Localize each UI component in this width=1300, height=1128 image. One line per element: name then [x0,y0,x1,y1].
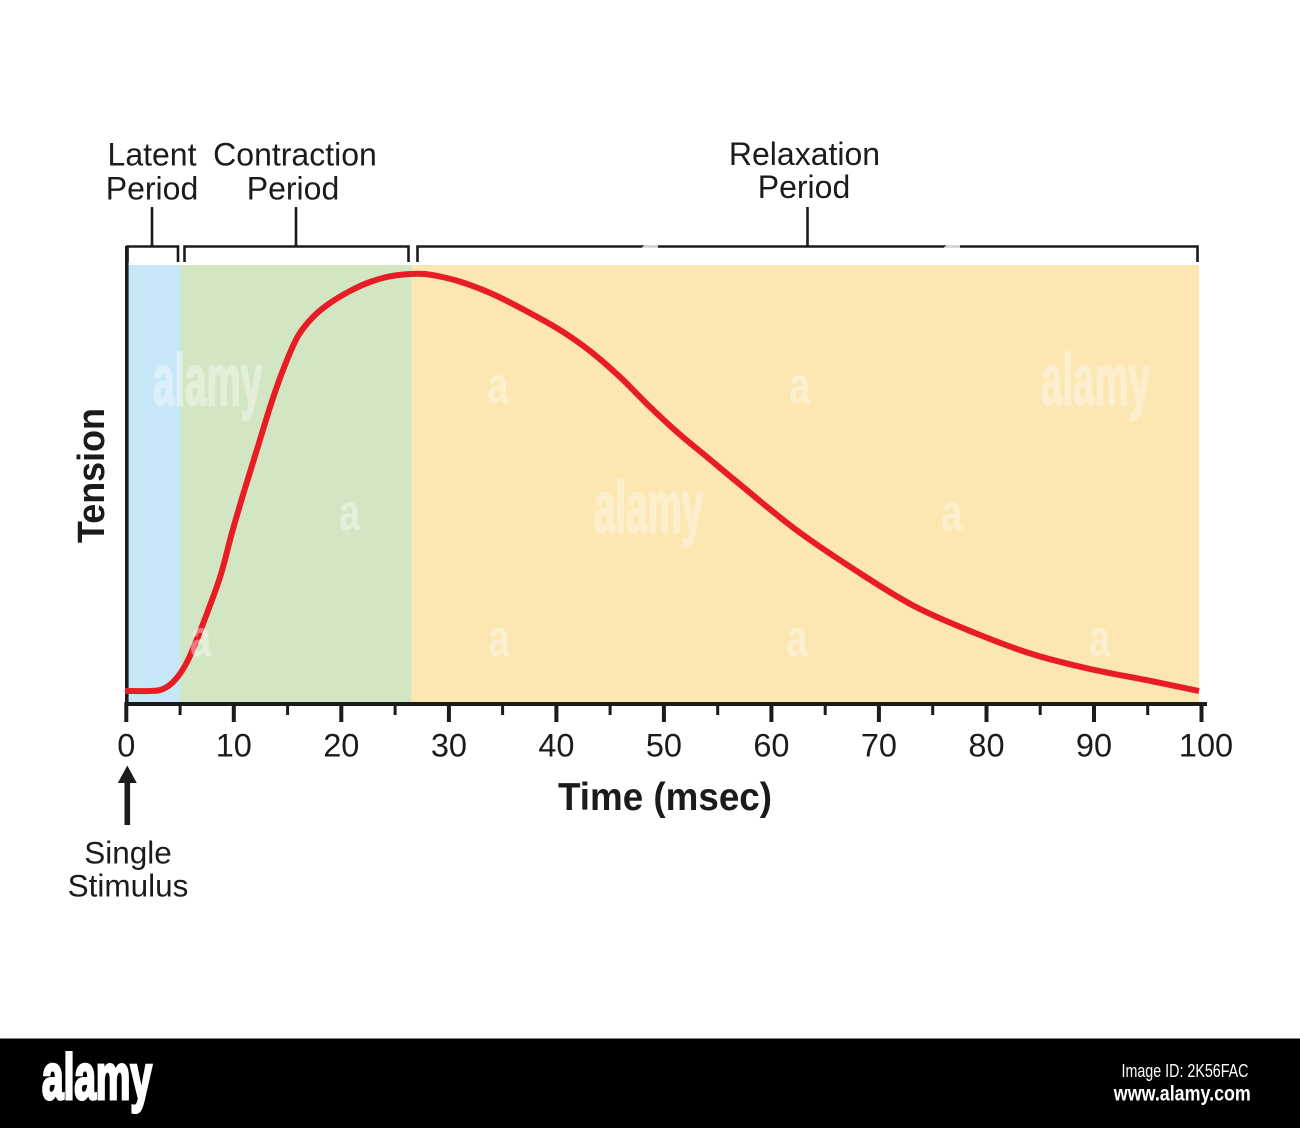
svg-text:alamy: alamy [153,341,262,421]
svg-text:alamy: alamy [594,468,703,548]
svg-text:Period: Period [758,169,851,205]
svg-text:a: a [787,610,809,668]
svg-text:www.alamy.com: www.alamy.com [1113,1082,1251,1105]
svg-text:0: 0 [117,728,135,764]
svg-text:Contraction: Contraction [213,137,377,173]
svg-text:30: 30 [431,728,467,764]
svg-text:a: a [339,484,361,542]
svg-text:80: 80 [968,728,1004,764]
svg-text:Time (msec): Time (msec) [558,776,772,819]
svg-text:Single: Single [84,835,172,871]
svg-text:60: 60 [753,728,789,764]
svg-text:Period: Period [247,171,340,207]
svg-text:Image ID: 2K56FAC: Image ID: 2K56FAC [1122,1061,1249,1081]
svg-text:50: 50 [646,728,682,764]
svg-text:alamy: alamy [42,1040,152,1113]
svg-text:a: a [488,357,510,415]
svg-text:70: 70 [861,728,897,764]
svg-text:20: 20 [323,728,359,764]
svg-text:a: a [489,610,511,668]
svg-text:a: a [1089,610,1111,668]
svg-text:100: 100 [1179,728,1233,764]
svg-text:Stimulus: Stimulus [68,868,189,904]
svg-text:alamy: alamy [1041,341,1150,421]
svg-text:40: 40 [538,728,574,764]
svg-text:a: a [640,215,662,273]
svg-text:a: a [190,610,212,668]
svg-text:Period: Period [106,171,199,207]
svg-text:a: a [942,215,964,273]
svg-text:Relaxation: Relaxation [729,136,880,172]
svg-text:a: a [941,484,963,542]
svg-text:a: a [789,357,811,415]
svg-text:Latent: Latent [108,137,197,173]
svg-text:10: 10 [216,728,252,764]
svg-text:Tension: Tension [71,408,113,543]
svg-text:90: 90 [1076,728,1112,764]
